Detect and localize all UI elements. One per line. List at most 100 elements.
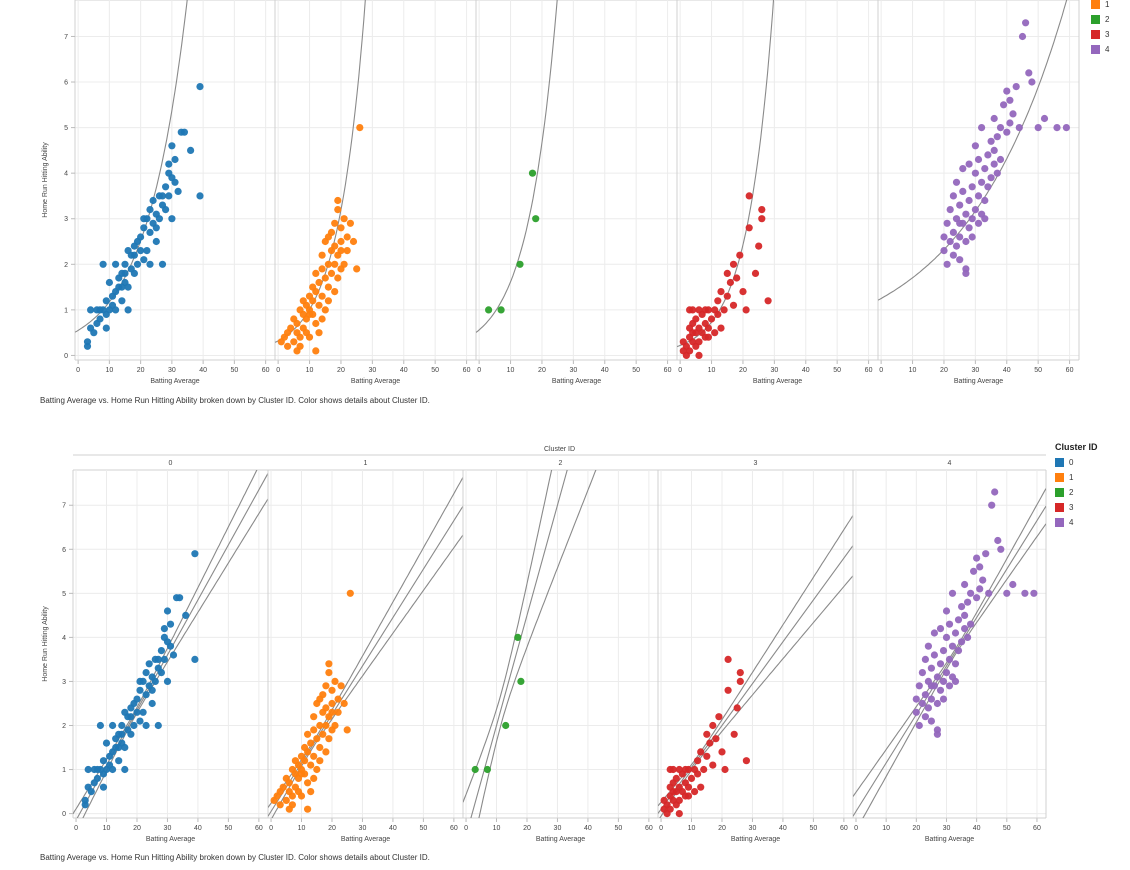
data-point [528,169,537,177]
x-tick-label: 40 [194,825,202,832]
legend-item-3[interactable]: 3 [1055,500,1098,515]
data-point [127,704,135,712]
data-point [313,735,321,743]
data-point [755,242,763,250]
data-point [276,801,284,809]
y-tick-label: 7 [62,503,66,510]
legend-item-4[interactable]: 4 [1091,42,1109,57]
data-point [140,215,148,223]
legend-label: 0 [1069,458,1074,467]
facet-label: 2 [559,460,563,467]
panel-cluster-3: 0 10 20 30 40 50 60 Batting Average [676,0,879,385]
data-point [681,765,690,774]
data-point [142,669,150,677]
x-tick-label: 0 [74,825,78,832]
data-point [940,247,948,255]
data-point [331,677,339,686]
x-axis-label: Batting Average [925,836,974,843]
data-point [353,265,361,273]
data-point [318,315,326,323]
x-tick-label: 50 [224,825,232,832]
data-point [532,215,540,223]
data-point [318,292,326,300]
data-point [971,142,980,150]
panel-cluster-4: 0 10 20 30 40 50 60 Batting Average 4 [852,460,1047,843]
data-point [751,269,760,277]
data-point [90,329,98,337]
data-point [146,228,154,236]
data-point [962,210,970,218]
data-point [912,695,920,703]
legend-item-1[interactable]: 1 [1055,470,1098,485]
panel-cluster-0: 0 10 20 30 40 50 60 Batting Average 0 [72,460,269,843]
data-point [984,151,992,159]
legend-item-3[interactable]: 3 [1091,27,1109,42]
data-point [171,178,179,186]
data-point [1062,124,1070,132]
data-point [669,765,677,774]
data-point [187,146,195,154]
data-point [124,306,132,314]
legend-item-2[interactable]: 2 [1091,12,1109,27]
legend-swatch [1055,458,1064,467]
data-point [691,788,699,796]
data-point [951,629,960,637]
confidence-band-line [658,515,853,807]
data-point [1003,128,1011,136]
data-point [121,708,129,716]
data-point [956,256,964,264]
data-point [324,297,332,305]
legend-item-1[interactable]: 1 [1091,0,1109,12]
x-tick-label: 30 [168,367,176,374]
data-point [115,730,123,738]
data-point [471,765,479,774]
data-point [1009,110,1017,118]
data-point [305,310,314,318]
data-point [951,660,960,668]
data-point [331,260,339,268]
y-tick-label: 3 [64,216,68,223]
data-point [130,242,138,250]
data-point [356,124,364,132]
data-point [137,247,145,255]
data-point [971,206,980,214]
data-point [965,160,973,168]
data-point [996,155,1005,164]
data-point [967,620,975,628]
facet-label: 3 [754,460,758,467]
x-axis-label: Batting Average [150,378,199,385]
data-point [307,739,315,747]
data-point [718,748,726,756]
data-point [313,765,321,774]
data-point [191,655,199,664]
data-point [745,192,753,200]
data-point [290,338,298,346]
confidence-band-line [853,488,1046,797]
legend-label: 2 [1069,488,1074,497]
x-tick-label: 30 [749,825,757,832]
legend-item-0[interactable]: 0 [1055,455,1098,470]
data-point [687,774,696,783]
x-tick-label: 50 [431,367,439,374]
data-point [736,677,744,686]
facet-label: 4 [948,460,952,467]
data-point [942,669,951,677]
legend-item-4[interactable]: 4 [1055,515,1098,530]
data-point [282,796,290,805]
data-point [165,169,173,177]
data-point [284,342,292,350]
y-tick-label: 6 [64,80,68,87]
legend-item-2[interactable]: 2 [1055,485,1098,500]
data-point [343,233,351,241]
data-point [327,269,336,277]
x-tick-label: 60 [865,367,873,374]
legend-swatch [1091,30,1100,39]
data-point [717,288,725,296]
data-point [146,206,154,214]
data-point [334,708,342,716]
trend-line [878,0,1068,301]
data-point [96,315,104,323]
data-point [331,242,339,250]
data-point [497,306,505,314]
data-point [996,124,1005,132]
